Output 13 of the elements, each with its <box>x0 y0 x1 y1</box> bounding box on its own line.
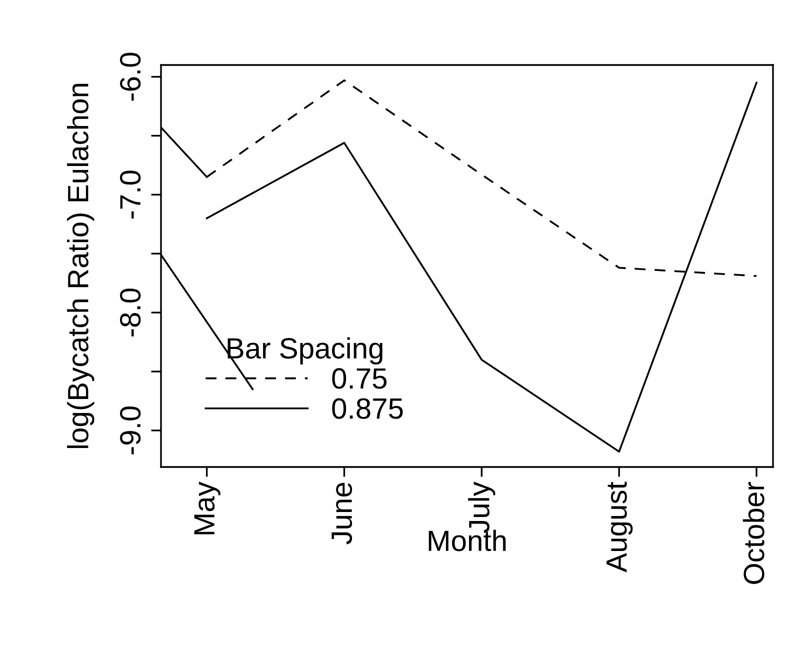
legend-label: 0.875 <box>332 398 403 419</box>
legend-title: Bar Spacing <box>228 337 382 364</box>
y-tick-label: -8.0 <box>120 288 141 336</box>
y-axis-title: log(Bycatch Ratio) Eulachon <box>67 84 94 448</box>
x-tick-label: August <box>606 482 633 572</box>
x-tick-label: June <box>332 482 352 544</box>
y-tick-label: -6.0 <box>120 52 141 101</box>
x-tick-label: October <box>742 482 764 584</box>
y-tick-label: -7.0 <box>120 170 141 219</box>
y-tick-label: -9.0 <box>120 406 141 454</box>
x-tick-label: May <box>194 482 220 534</box>
legend-label: 0.75 <box>332 368 387 389</box>
line-series <box>206 82 758 453</box>
